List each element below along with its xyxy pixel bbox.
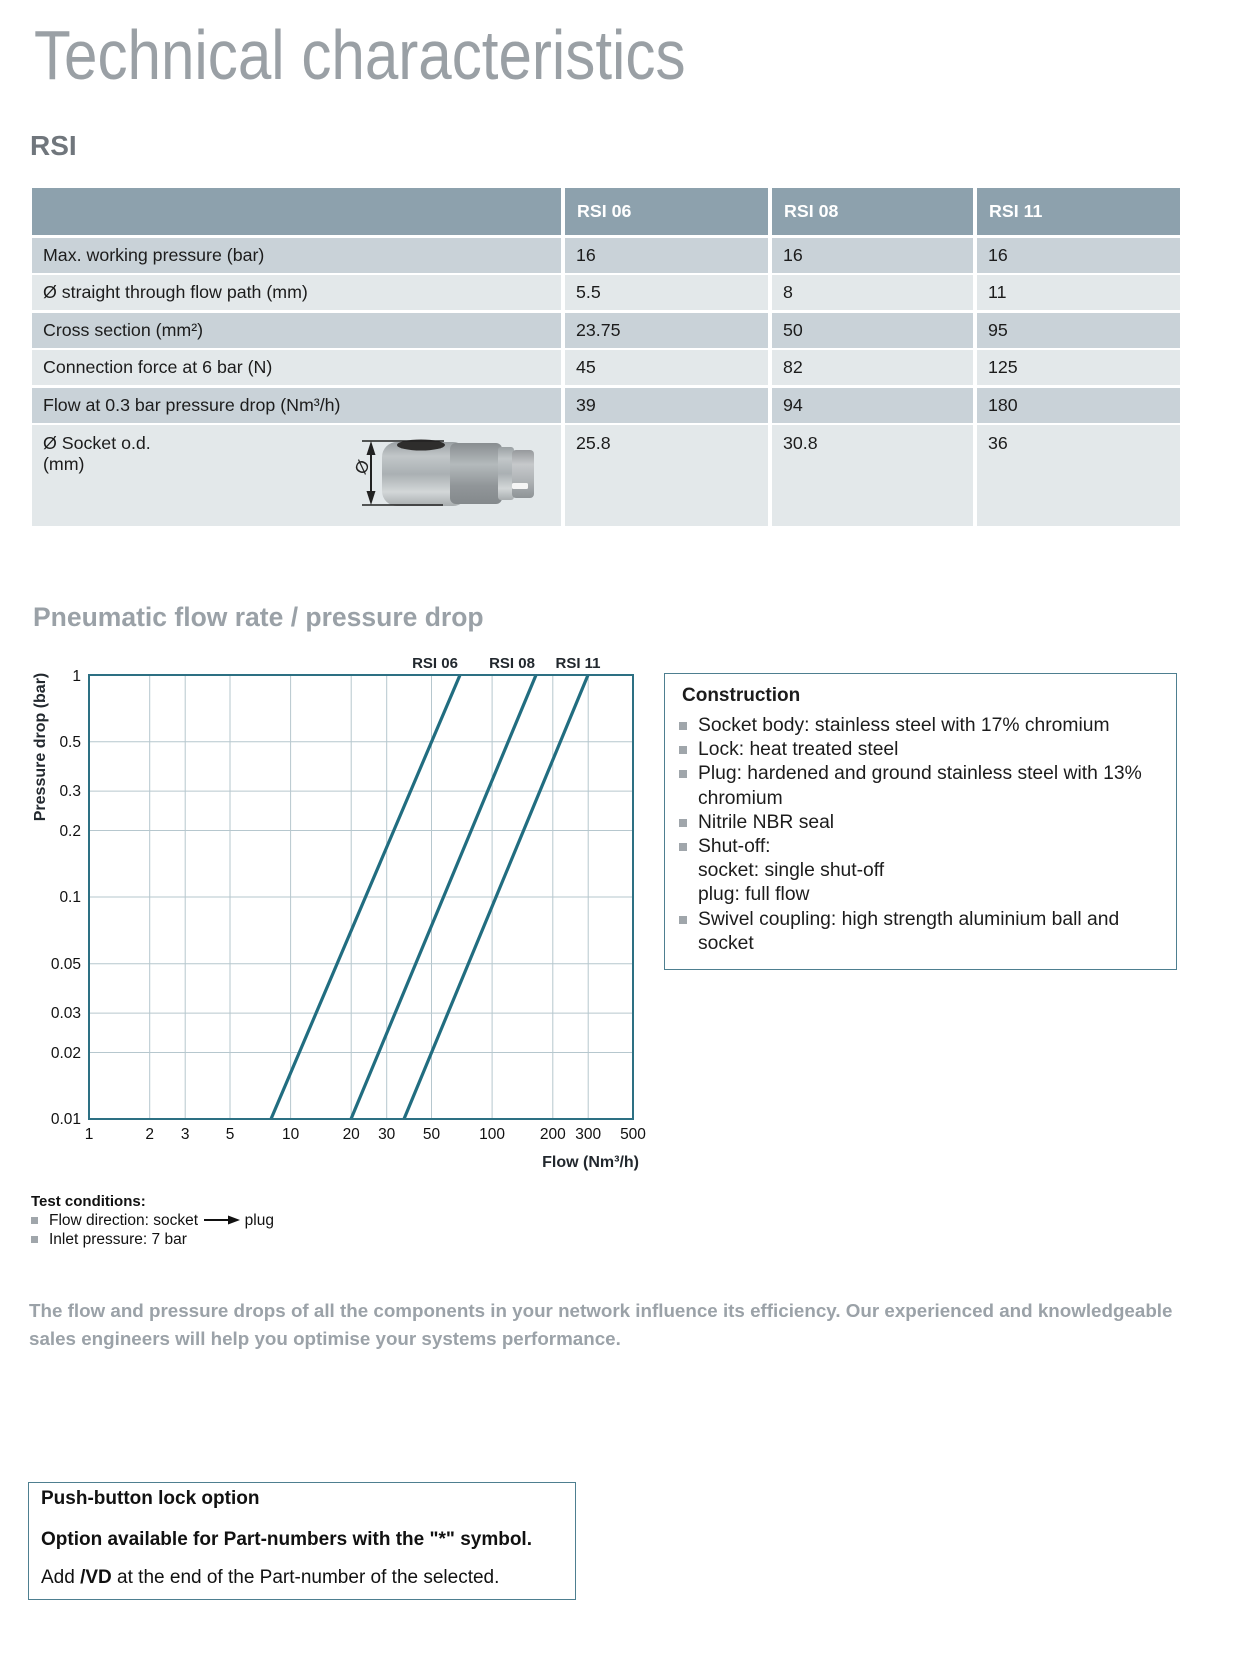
svg-text:30: 30 xyxy=(378,1126,396,1143)
svg-text:0.3: 0.3 xyxy=(59,783,81,800)
svg-text:10: 10 xyxy=(282,1126,300,1143)
svg-text:5: 5 xyxy=(226,1126,235,1143)
svg-text:50: 50 xyxy=(423,1126,441,1143)
svg-text:RSI 11: RSI 11 xyxy=(555,655,600,672)
svg-text:20: 20 xyxy=(343,1126,361,1143)
svg-text:Flow (Nm³/h): Flow (Nm³/h) xyxy=(542,1154,639,1171)
svg-text:0.2: 0.2 xyxy=(59,823,81,840)
svg-text:100: 100 xyxy=(479,1126,505,1143)
svg-text:0.01: 0.01 xyxy=(51,1111,81,1128)
svg-text:300: 300 xyxy=(575,1126,601,1143)
svg-text:500: 500 xyxy=(620,1126,646,1143)
svg-text:0.03: 0.03 xyxy=(51,1005,81,1022)
svg-text:3: 3 xyxy=(181,1126,190,1143)
svg-text:RSI 06: RSI 06 xyxy=(412,655,458,672)
svg-text:1: 1 xyxy=(85,1126,94,1143)
svg-text:1: 1 xyxy=(72,668,81,685)
svg-text:2: 2 xyxy=(145,1126,154,1143)
svg-text:Pressure drop (bar): Pressure drop (bar) xyxy=(32,673,49,821)
svg-text:RSI 08: RSI 08 xyxy=(489,655,535,672)
svg-text:0.02: 0.02 xyxy=(51,1045,81,1062)
svg-text:0.05: 0.05 xyxy=(51,956,81,973)
svg-text:0.5: 0.5 xyxy=(59,734,81,751)
svg-text:200: 200 xyxy=(540,1126,566,1143)
svg-text:0.1: 0.1 xyxy=(59,889,81,906)
